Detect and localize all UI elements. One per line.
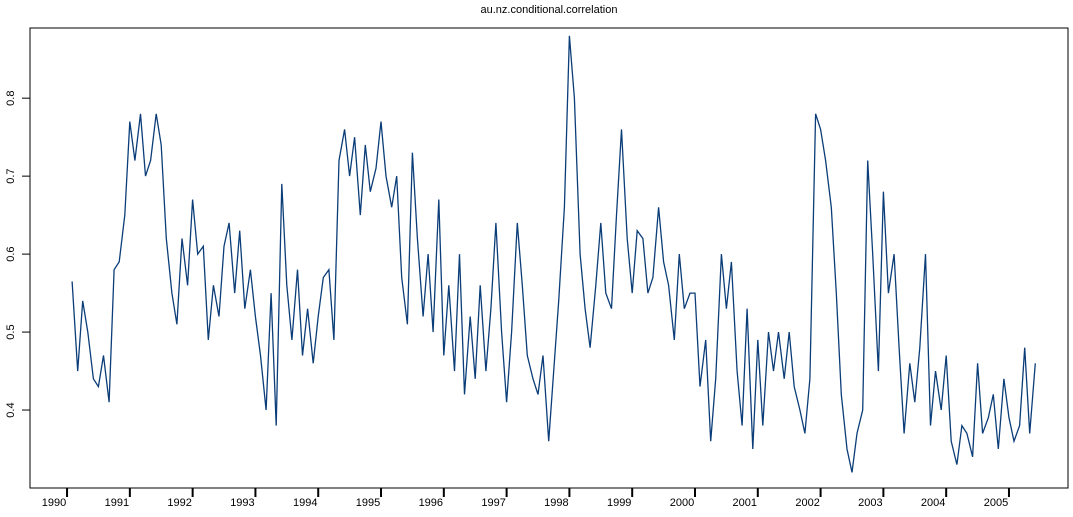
chart-title: au.nz.conditional.correlation (481, 4, 618, 16)
x-tick-label: 1995 (356, 497, 380, 509)
x-tick-label: 1990 (42, 497, 66, 509)
y-tick-label: 0.6 (5, 246, 17, 261)
y-tick-label: 0.8 (5, 91, 17, 106)
x-tick-label: 2000 (670, 497, 694, 509)
x-tick-label: 2004 (921, 497, 945, 509)
x-tick-label: 1993 (230, 497, 254, 509)
x-tick-label: 1994 (293, 497, 317, 509)
x-tick-label: 1996 (419, 497, 443, 509)
y-tick-label: 0.7 (5, 168, 17, 183)
y-tick-label: 0.4 (5, 402, 17, 417)
x-tick-label: 1991 (105, 497, 129, 509)
x-tick-label: 1998 (544, 497, 568, 509)
plot-frame (29, 27, 1069, 489)
x-tick-label: 1997 (481, 497, 505, 509)
x-tick-label: 2005 (984, 497, 1008, 509)
x-tick-label: 2003 (858, 497, 882, 509)
x-tick-label: 2002 (795, 497, 819, 509)
x-tick-label: 1992 (167, 497, 191, 509)
data-line (71, 35, 1036, 473)
x-tick-label: 1999 (607, 497, 631, 509)
y-tick-label: 0.5 (5, 324, 17, 339)
x-tick-label: 2001 (733, 497, 757, 509)
